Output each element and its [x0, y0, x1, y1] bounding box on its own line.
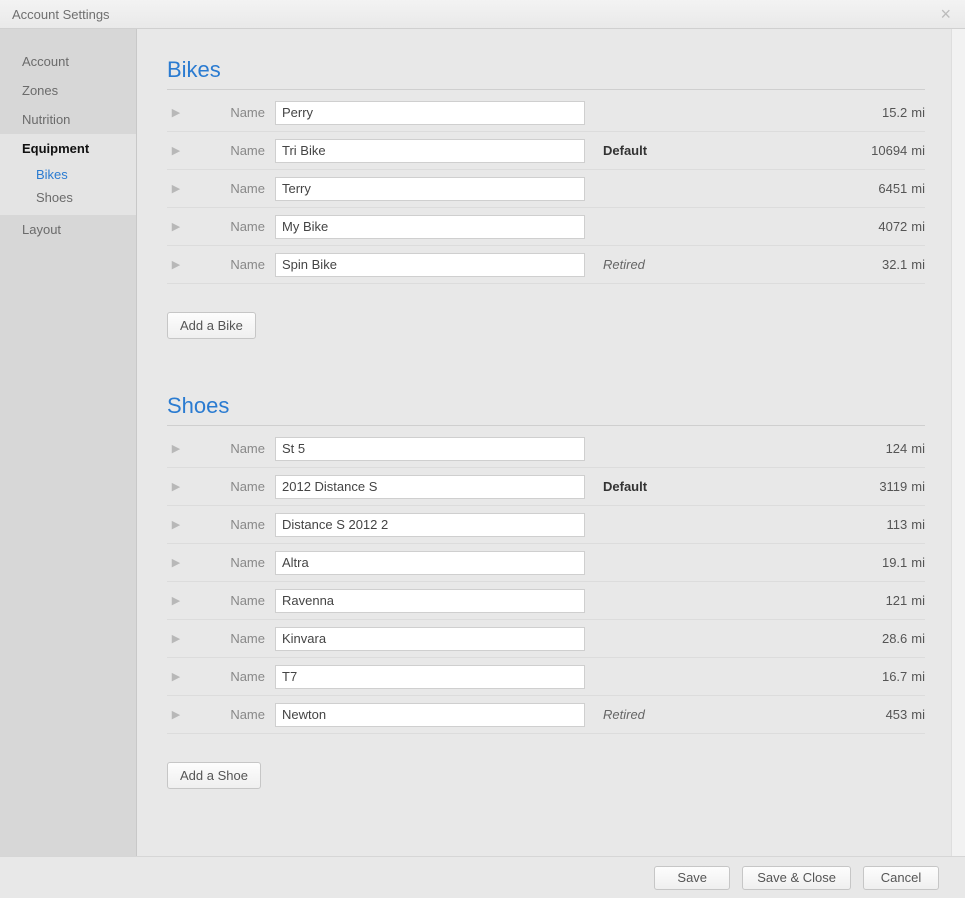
expand-icon[interactable]: ▶ [167, 220, 185, 233]
equipment-row: ▶ Name 121mi [167, 582, 925, 620]
sidebar-item-zones[interactable]: Zones [0, 76, 136, 105]
equipment-distance: 16.7mi [882, 669, 925, 684]
expand-icon[interactable]: ▶ [167, 518, 185, 531]
sidebar-item-equipment[interactable]: Equipment [0, 134, 136, 163]
expand-icon[interactable]: ▶ [167, 670, 185, 683]
save-button[interactable]: Save [654, 866, 730, 890]
expand-icon[interactable]: ▶ [167, 182, 185, 195]
sidebar: Account Zones Nutrition Equipment Bikes … [0, 29, 137, 856]
add-bike-button[interactable]: Add a Bike [167, 312, 256, 339]
expand-icon[interactable]: ▶ [167, 556, 185, 569]
equipment-distance: 28.6mi [882, 631, 925, 646]
name-label: Name [185, 105, 275, 120]
equipment-name-input[interactable] [275, 215, 585, 239]
name-label: Name [185, 555, 275, 570]
name-label: Name [185, 669, 275, 684]
equipment-row: ▶ Name 4072mi [167, 208, 925, 246]
equipment-name-input[interactable] [275, 177, 585, 201]
name-label: Name [185, 441, 275, 456]
equipment-row: ▶ Name 16.7mi [167, 658, 925, 696]
equipment-row: ▶ Name 15.2mi [167, 94, 925, 132]
equipment-row: ▶ Name 113mi [167, 506, 925, 544]
account-settings-dialog: Account Settings × Account Zones Nutriti… [0, 0, 965, 898]
scrollbar-track[interactable] [951, 29, 965, 856]
sidebar-subitem-shoes[interactable]: Shoes [0, 186, 136, 209]
equipment-name-input[interactable] [275, 589, 585, 613]
sidebar-item-layout[interactable]: Layout [0, 215, 136, 244]
name-label: Name [185, 707, 275, 722]
equipment-distance: 113mi [887, 517, 925, 532]
equipment-row: ▶ Name Default 10694mi [167, 132, 925, 170]
equipment-name-input[interactable] [275, 551, 585, 575]
equipment-distance: 124mi [886, 441, 925, 456]
equipment-row: ▶ Name 124mi [167, 430, 925, 468]
expand-icon[interactable]: ▶ [167, 106, 185, 119]
dialog-title: Account Settings [12, 7, 938, 22]
equipment-name-input[interactable] [275, 627, 585, 651]
sidebar-subitem-bikes[interactable]: Bikes [0, 163, 136, 186]
equipment-distance: 4072mi [878, 219, 925, 234]
expand-icon[interactable]: ▶ [167, 480, 185, 493]
equipment-name-input[interactable] [275, 437, 585, 461]
equipment-name-input[interactable] [275, 253, 585, 277]
equipment-distance: 32.1mi [882, 257, 925, 272]
equipment-row: ▶ Name 19.1mi [167, 544, 925, 582]
content-pane: Bikes ▶ Name 15.2mi ▶ Name Default 10694… [137, 29, 965, 856]
equipment-distance: 6451mi [878, 181, 925, 196]
equipment-distance: 15.2mi [882, 105, 925, 120]
sidebar-subitems: Bikes Shoes [0, 163, 136, 215]
equipment-name-input[interactable] [275, 665, 585, 689]
equipment-status: Retired [585, 707, 645, 722]
equipment-distance: 19.1mi [882, 555, 925, 570]
expand-icon[interactable]: ▶ [167, 144, 185, 157]
equipment-name-input[interactable] [275, 475, 585, 499]
equipment-row: ▶ Name Default 3119mi [167, 468, 925, 506]
equipment-distance: 453mi [886, 707, 925, 722]
equipment-distance: 3119mi [879, 479, 925, 494]
name-label: Name [185, 219, 275, 234]
add-shoe-button[interactable]: Add a Shoe [167, 762, 261, 789]
name-label: Name [185, 181, 275, 196]
equipment-row: ▶ Name Retired 453mi [167, 696, 925, 734]
equipment-row: ▶ Name 6451mi [167, 170, 925, 208]
name-label: Name [185, 257, 275, 272]
sidebar-item-nutrition[interactable]: Nutrition [0, 105, 136, 134]
save-close-button[interactable]: Save & Close [742, 866, 851, 890]
equipment-name-input[interactable] [275, 139, 585, 163]
section-title-bikes: Bikes [167, 57, 925, 90]
equipment-status: Retired [585, 257, 645, 272]
expand-icon[interactable]: ▶ [167, 632, 185, 645]
name-label: Name [185, 593, 275, 608]
name-label: Name [185, 517, 275, 532]
expand-icon[interactable]: ▶ [167, 442, 185, 455]
equipment-name-input[interactable] [275, 703, 585, 727]
equipment-row: ▶ Name Retired 32.1mi [167, 246, 925, 284]
equipment-status: Default [585, 143, 647, 158]
equipment-distance: 10694mi [871, 143, 925, 158]
dialog-body: Account Zones Nutrition Equipment Bikes … [0, 29, 965, 856]
dialog-titlebar: Account Settings × [0, 0, 965, 29]
cancel-button[interactable]: Cancel [863, 866, 939, 890]
close-icon[interactable]: × [938, 5, 953, 23]
equipment-name-input[interactable] [275, 513, 585, 537]
equipment-row: ▶ Name 28.6mi [167, 620, 925, 658]
equipment-distance: 121mi [886, 593, 925, 608]
name-label: Name [185, 631, 275, 646]
dialog-footer: Save Save & Close Cancel [0, 856, 965, 898]
section-title-shoes: Shoes [167, 393, 925, 426]
equipment-name-input[interactable] [275, 101, 585, 125]
expand-icon[interactable]: ▶ [167, 258, 185, 271]
expand-icon[interactable]: ▶ [167, 594, 185, 607]
sidebar-item-account[interactable]: Account [0, 47, 136, 76]
equipment-status: Default [585, 479, 647, 494]
expand-icon[interactable]: ▶ [167, 708, 185, 721]
name-label: Name [185, 143, 275, 158]
name-label: Name [185, 479, 275, 494]
